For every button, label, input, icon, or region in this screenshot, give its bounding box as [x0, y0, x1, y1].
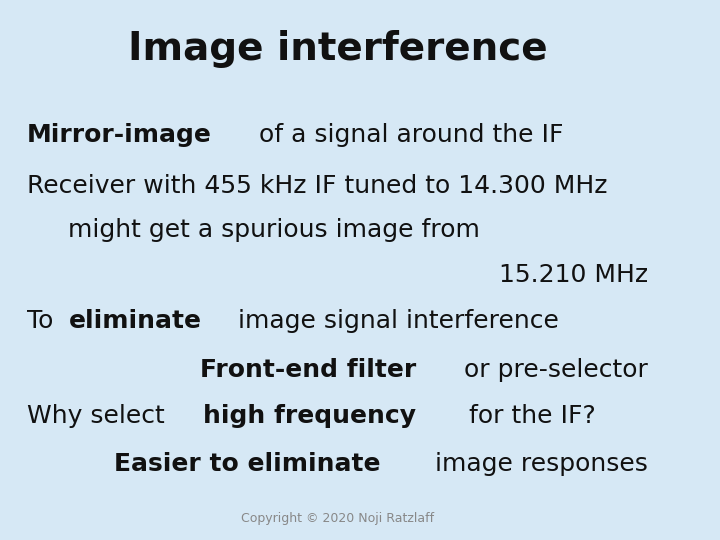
Text: Mirror-image: Mirror-image: [27, 123, 212, 147]
Text: Copyright © 2020 Noji Ratzlaff: Copyright © 2020 Noji Ratzlaff: [241, 512, 434, 525]
Text: high frequency: high frequency: [203, 404, 416, 428]
Text: or pre-selector: or pre-selector: [456, 358, 648, 382]
Text: Receiver with 455 kHz IF tuned to 14.300 MHz: Receiver with 455 kHz IF tuned to 14.300…: [27, 174, 608, 198]
Text: image responses: image responses: [427, 453, 648, 476]
Text: Easier to eliminate: Easier to eliminate: [114, 453, 381, 476]
Text: of a signal around the IF: of a signal around the IF: [251, 123, 563, 147]
Text: Why select: Why select: [27, 404, 173, 428]
Text: Front-end filter: Front-end filter: [199, 358, 416, 382]
Text: eliminate: eliminate: [68, 309, 202, 333]
Text: might get a spurious image from: might get a spurious image from: [68, 218, 480, 241]
Text: 15.210 MHz: 15.210 MHz: [499, 264, 648, 287]
Text: To: To: [27, 309, 61, 333]
Text: image signal interference: image signal interference: [230, 309, 559, 333]
Text: for the IF?: for the IF?: [461, 404, 596, 428]
Text: Image interference: Image interference: [127, 30, 547, 68]
